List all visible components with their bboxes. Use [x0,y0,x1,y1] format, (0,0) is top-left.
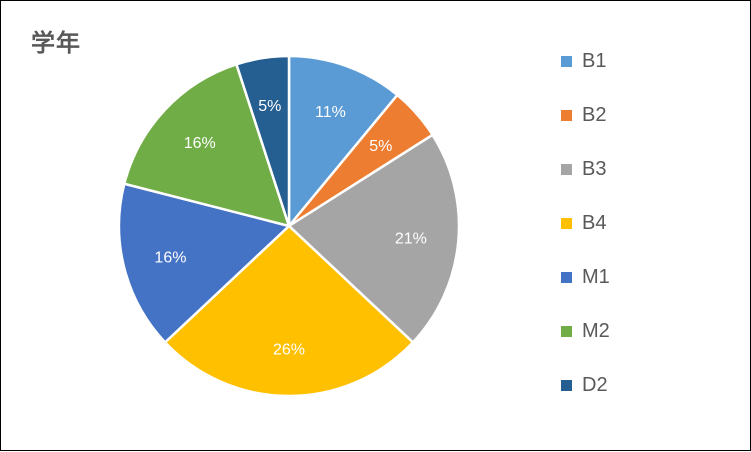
legend-swatch [561,218,572,229]
legend-item-b4: B4 [561,209,701,239]
legend-label: M2 [582,320,610,342]
pie-slices [117,54,461,398]
legend-item-m2: M2 [561,317,701,347]
legend-label: D2 [582,374,608,396]
legend-swatch [561,56,572,67]
legend-swatch [561,380,572,391]
legend-label: B4 [582,212,607,234]
pie-slice-b3 [287,133,461,344]
legend-swatch [561,272,572,283]
pie-slice-m2 [123,63,291,228]
legend-item-b2: B2 [561,101,701,131]
data-label-b4: 26% [273,341,305,358]
pie-data-labels: 11% 5% 21% 26% 16% 16% 5% [154,98,426,358]
legend-label: B1 [582,50,607,72]
legend-swatch [561,326,572,337]
data-label-m2: 16% [184,135,216,152]
legend-label: B3 [582,158,607,180]
legend-item-b3: B3 [561,155,701,185]
data-label-m1: 16% [154,249,186,266]
data-label-d2: 5% [258,98,281,115]
legend-item-m1: M1 [561,263,701,293]
pie-slice-b4 [163,224,415,398]
chart-title: 学年 [31,29,81,57]
legend-swatch [561,110,572,121]
legend-item-d2: D2 [561,371,701,401]
data-label-b1: 11% [315,104,346,121]
pie-slice-b1 [287,54,399,228]
legend-item-b1: B1 [561,47,701,77]
legend-label: M1 [582,266,610,288]
legend-swatch [561,164,572,175]
legend-label: B2 [582,104,607,126]
data-label-b2: 5% [369,138,392,155]
pie-slice-d2 [235,54,291,228]
data-label-b3: 21% [395,231,427,248]
pie-slice-m1 [117,182,291,344]
